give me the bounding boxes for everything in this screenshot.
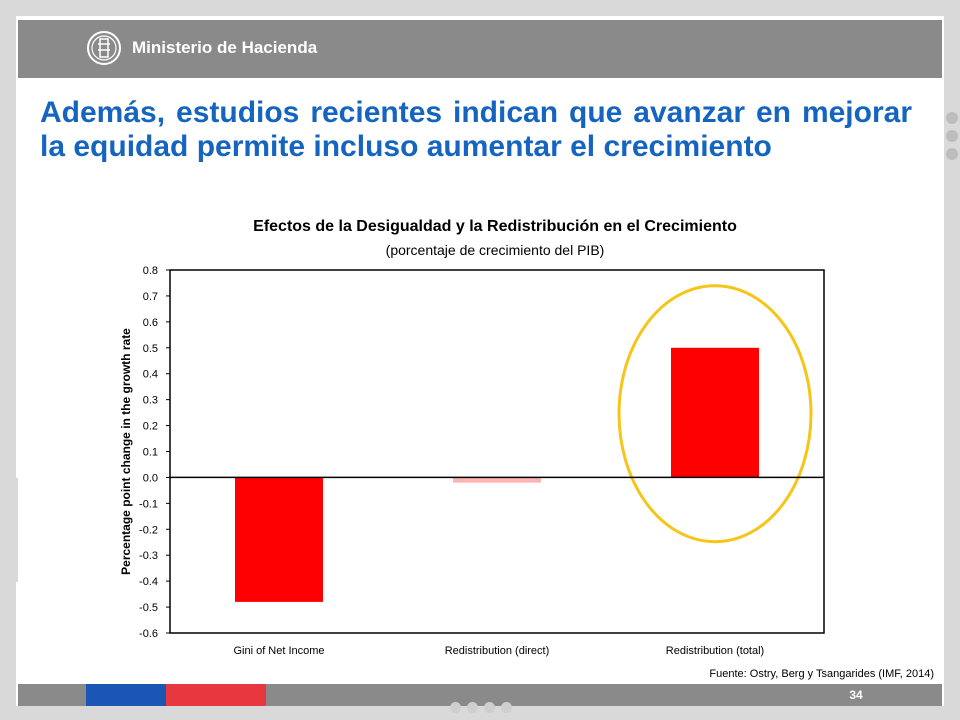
x-category-label: Redistribution (direct) [445,645,550,657]
y-tick-label: -0.1 [139,498,158,510]
y-tick-label: 0.3 [143,395,158,407]
decor-dot [501,702,512,713]
y-tick-label: 0.0 [143,472,158,484]
ministry-logo-icon [87,31,121,65]
source-note: Fuente: Ostry, Berg y Tsangarides (IMF, … [709,668,934,680]
y-tick-label: 0.7 [143,291,158,303]
decor-dot [946,112,958,124]
slide-title: Además, estudios recientes indican que a… [40,96,912,163]
y-tick-label: -0.3 [139,550,158,562]
y-axis-label: Percentage point change in the growth ra… [119,328,133,575]
decor-dot [946,130,958,142]
y-tick-label: -0.6 [139,628,158,640]
x-category-label: Redistribution (total) [666,645,764,657]
bottom-decoration-dots [450,700,518,718]
bar [235,477,323,602]
y-tick-label: -0.5 [139,602,158,614]
header-bar [18,20,942,78]
decor-dot [450,702,461,713]
decor-dot [946,148,958,160]
ministry-name: Ministerio de Hacienda [132,38,318,57]
footer-red-stripe [166,684,266,706]
bar [453,477,541,483]
y-tick-label: 0.2 [143,421,158,433]
bar [671,347,759,478]
chart-subtitle: (porcentaje de crecimiento del PIB) [385,242,605,258]
page-number: 34 [849,688,863,702]
y-tick-label: -0.2 [139,524,158,536]
y-tick-label: 0.5 [143,343,158,355]
side-decoration-dots [946,112,960,166]
left-edge-tab [0,478,18,582]
y-tick-label: 0.4 [143,369,158,381]
x-category-label: Gini of Net Income [233,645,324,657]
highlight-circle [617,284,813,544]
y-tick-label: -0.4 [139,576,158,588]
y-tick-label: 0.6 [143,317,158,329]
footer-blue-stripe [86,684,166,706]
chart-title: Efectos de la Desigualdad y la Redistrib… [253,218,737,235]
y-tick-label: 0.8 [143,265,158,277]
decor-dot [467,702,478,713]
y-tick-label: 0.1 [143,447,158,459]
decor-dot [484,702,495,713]
